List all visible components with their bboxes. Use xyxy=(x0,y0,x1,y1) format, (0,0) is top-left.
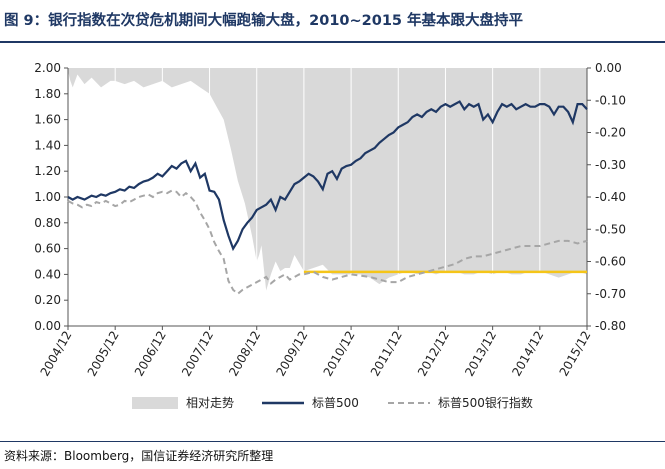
y-left-tick-label: 0.00 xyxy=(34,319,61,333)
x-tick-label: 2006/12 xyxy=(132,329,169,379)
legend-label-relative: 相对走势 xyxy=(186,396,234,410)
source-note: 资料来源：Bloomberg，国信证券经济研究所整理 xyxy=(4,449,274,463)
y-left-tick-label: 2.00 xyxy=(34,61,61,75)
x-tick-label: 2012/12 xyxy=(415,329,452,379)
y-left-tick-label: 0.40 xyxy=(34,267,61,281)
chart-canvas: 2.00 1.80 1.60 1.40 1.20 1.00 0.80 0.60 0.40 0.20… xyxy=(34,61,626,410)
x-tick-label: 2010/12 xyxy=(321,329,358,379)
x-tick-label: 2007/12 xyxy=(179,329,216,379)
figure-title: 图 9：银行指数在次贷危机期间大幅跑输大盘，2010~2015 年基本跟大盘持平 xyxy=(4,13,524,29)
x-tick-label: 2009/12 xyxy=(273,329,310,379)
y-left-tick-label: 1.20 xyxy=(34,164,61,178)
legend-label-bank: 标普500银行指数 xyxy=(438,395,533,410)
series-sp500-line xyxy=(67,100,588,252)
legend-swatch-relative xyxy=(132,397,178,409)
x-tick-label: 2014/12 xyxy=(509,329,546,379)
y-right-tick-label: -0.80 xyxy=(595,319,626,333)
y-left-tick-label: 0.80 xyxy=(34,216,61,230)
y-left-tick-label: 0.60 xyxy=(34,242,61,256)
figure-title-bar: 图 9：银行指数在次贷危机期间大幅跑输大盘，2010~2015 年基本跟大盘持平 xyxy=(0,0,665,43)
x-tick-label: 2004/12 xyxy=(38,329,75,379)
y-left-tick-label: 0.20 xyxy=(34,293,61,307)
y-left-tick-label: 1.60 xyxy=(34,113,61,127)
y-right-tick-label: -0.70 xyxy=(595,287,626,301)
x-tick-label: 2015/12 xyxy=(557,329,594,379)
y-left-tick-label: 1.80 xyxy=(34,87,61,101)
y-right-tick-label: -0.40 xyxy=(595,190,626,204)
y-right-tick-label: -0.60 xyxy=(595,255,626,269)
x-tick-label: 2011/12 xyxy=(368,329,405,379)
y-right-tick-label: -0.20 xyxy=(595,126,626,140)
x-tick-label: 2005/12 xyxy=(85,329,122,379)
y-right-tick-label: 0.00 xyxy=(595,61,622,75)
source-divider xyxy=(0,441,665,442)
y-left-tick-label: 1.00 xyxy=(34,190,61,204)
series-bank-index-line xyxy=(67,189,588,296)
x-tick-label: 2008/12 xyxy=(226,329,263,379)
y-right-tick-label: -0.30 xyxy=(595,158,626,172)
y-left-tick-label: 1.40 xyxy=(34,138,61,152)
x-tick-label: 2013/12 xyxy=(462,329,499,379)
y-right-tick-label: -0.50 xyxy=(595,222,626,236)
y-right-tick-label: -0.10 xyxy=(595,93,626,107)
series-relative-area xyxy=(68,68,587,291)
legend-label-sp500: 标普500 xyxy=(312,396,359,410)
